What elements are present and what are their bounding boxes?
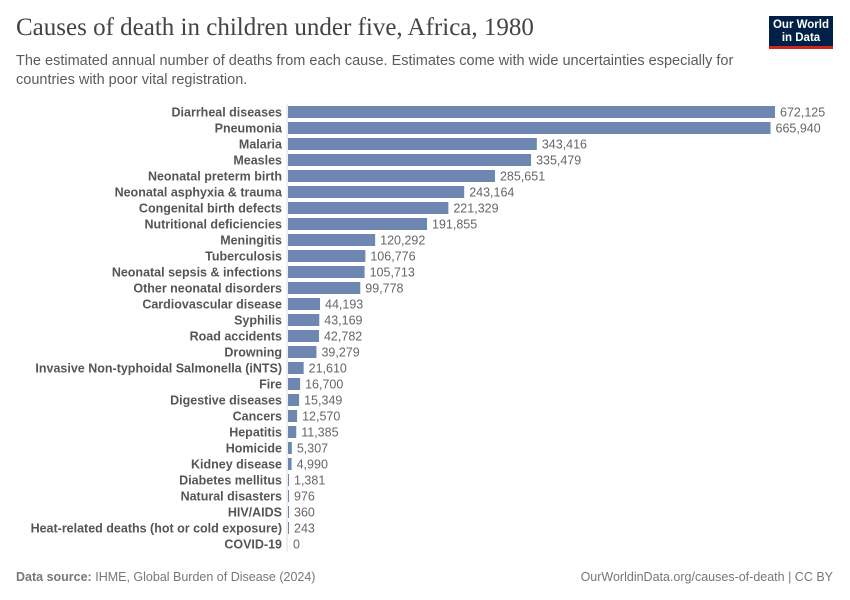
category-label: Other neonatal disorders	[133, 282, 282, 296]
bar[interactable]	[288, 346, 317, 358]
value-label: 360	[294, 506, 315, 520]
bar[interactable]	[288, 458, 292, 470]
value-label: 285,651	[500, 170, 545, 184]
category-label: Neonatal preterm birth	[148, 170, 282, 184]
category-label: Cardiovascular disease	[142, 298, 282, 312]
value-label: 39,279	[321, 346, 359, 360]
value-label: 243,164	[469, 186, 514, 200]
source-text: IHME, Global Burden of Disease (2024)	[95, 570, 316, 584]
value-label: 43,169	[324, 314, 362, 328]
bar[interactable]	[288, 154, 532, 166]
bar[interactable]	[288, 106, 775, 118]
value-label: 672,125	[780, 106, 825, 120]
category-label: Nutritional deficiencies	[144, 218, 282, 232]
bar[interactable]	[288, 170, 495, 182]
value-label: 120,292	[380, 234, 425, 248]
bar[interactable]	[288, 202, 449, 214]
category-label: Neonatal asphyxia & trauma	[115, 186, 283, 200]
value-label: 99,778	[365, 282, 403, 296]
bar[interactable]	[288, 298, 321, 310]
value-label: 44,193	[325, 298, 363, 312]
value-label: 335,479	[536, 154, 581, 168]
bar[interactable]	[288, 490, 289, 502]
category-label: Diabetes mellitus	[179, 474, 282, 488]
category-label: Cancers	[233, 410, 282, 424]
value-label: 42,782	[324, 330, 362, 344]
category-label: Meningitis	[220, 234, 282, 248]
category-label: Malaria	[239, 138, 283, 152]
value-label: 106,776	[370, 250, 415, 264]
category-label: Pneumonia	[215, 122, 283, 136]
value-label: 1,381	[294, 474, 325, 488]
category-label: Heat-related deaths (hot or cold exposur…	[31, 522, 282, 536]
category-label: Syphilis	[234, 314, 282, 328]
category-label: Natural disasters	[181, 490, 282, 504]
value-label: 12,570	[302, 410, 340, 424]
category-label: Measles	[233, 154, 282, 168]
category-label: HIV/AIDS	[228, 506, 282, 520]
category-label: Fire	[259, 378, 282, 392]
category-label: Digestive diseases	[170, 394, 282, 408]
bar[interactable]	[288, 282, 361, 294]
category-label: Congenital birth defects	[139, 202, 282, 216]
value-label: 665,940	[776, 122, 821, 136]
category-label: COVID-19	[224, 538, 282, 552]
value-label: 105,713	[370, 266, 415, 280]
bar[interactable]	[288, 234, 376, 246]
category-label: Invasive Non-typhoidal Salmonella (iNTS)	[35, 362, 282, 376]
value-label: 243	[294, 522, 315, 536]
bar[interactable]	[288, 314, 320, 326]
bar[interactable]	[288, 474, 290, 486]
category-label: Tuberculosis	[205, 250, 282, 264]
bar[interactable]	[288, 506, 289, 518]
value-label: 21,610	[309, 362, 347, 376]
value-label: 0	[293, 538, 300, 552]
bar[interactable]	[288, 266, 365, 278]
category-label: Neonatal sepsis & infections	[112, 266, 282, 280]
value-label: 343,416	[542, 138, 587, 152]
category-label: Diarrheal diseases	[172, 106, 283, 120]
bar[interactable]	[288, 426, 297, 438]
category-label: Drowning	[224, 346, 282, 360]
bar[interactable]	[288, 378, 301, 390]
bar[interactable]	[288, 330, 319, 342]
value-label: 221,329	[453, 202, 498, 216]
footer-link[interactable]: OurWorldinData.org/causes-of-death | CC …	[580, 570, 833, 584]
value-label: 191,855	[432, 218, 477, 232]
value-label: 15,349	[304, 394, 342, 408]
bar[interactable]	[288, 186, 465, 198]
value-label: 16,700	[305, 378, 343, 392]
bar[interactable]	[288, 410, 298, 422]
value-label: 4,990	[297, 458, 328, 472]
data-source: Data source: IHME, Global Burden of Dise…	[16, 570, 315, 584]
source-label: Data source:	[16, 570, 92, 584]
value-label: 11,385	[301, 426, 338, 440]
bar[interactable]	[288, 362, 304, 374]
category-label: Hepatitis	[229, 426, 282, 440]
bar[interactable]	[288, 442, 292, 454]
category-label: Homicide	[226, 442, 282, 456]
bar[interactable]	[288, 218, 428, 230]
value-label: 976	[294, 490, 315, 504]
owid-logo[interactable]: Our World in Data	[769, 16, 833, 49]
bar[interactable]	[288, 138, 537, 150]
value-label: 5,307	[297, 442, 328, 456]
bar[interactable]	[288, 122, 771, 134]
category-label: Kidney disease	[191, 458, 282, 472]
category-label: Road accidents	[190, 330, 282, 344]
bar[interactable]	[288, 522, 289, 534]
bar[interactable]	[288, 250, 366, 262]
chart-subtitle: The estimated annual number of deaths fr…	[16, 53, 734, 88]
chart-title: Causes of death in children under five, …	[16, 14, 534, 41]
bar[interactable]	[288, 394, 300, 406]
